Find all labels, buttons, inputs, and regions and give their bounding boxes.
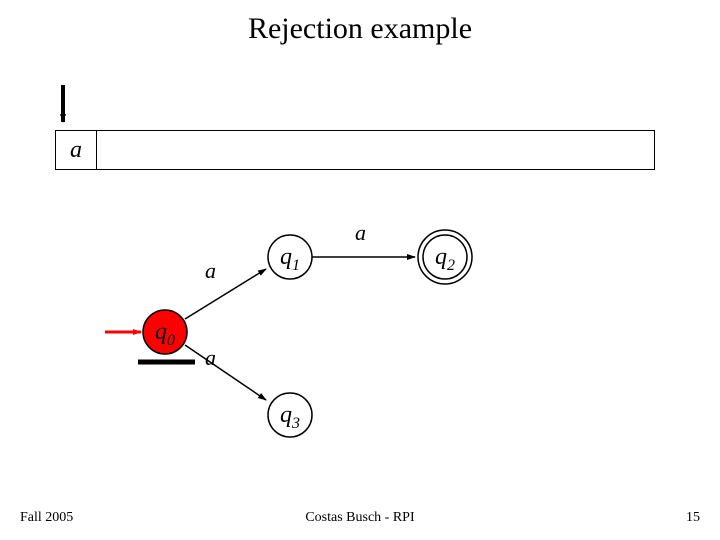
edge-label: a <box>205 345 216 370</box>
page-number: 15 <box>686 510 700 526</box>
diagram-layer: aaaq0q1q2q3 <box>0 0 720 540</box>
transition-edge <box>185 345 266 400</box>
edge-label: a <box>205 258 216 283</box>
footer-author: Costas Busch - RPI <box>0 510 720 526</box>
edge-label: a <box>355 220 366 245</box>
transition-edge <box>185 269 266 319</box>
